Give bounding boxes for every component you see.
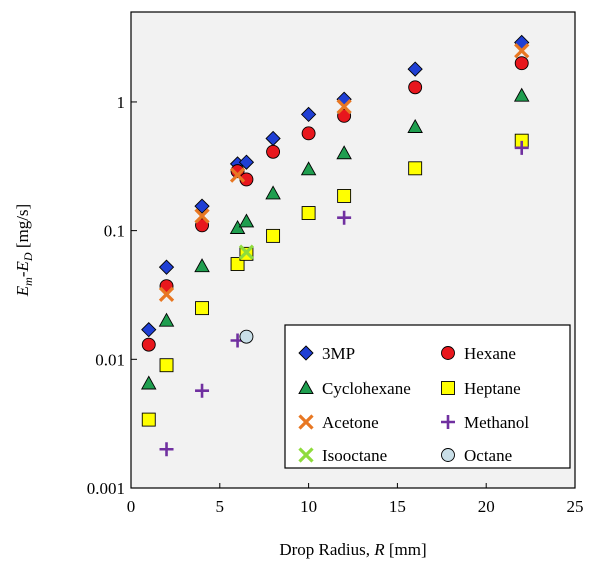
point-hexane: [141, 337, 156, 352]
y-tick-label: 0.01: [95, 350, 125, 369]
y-tick-label: 0.1: [104, 222, 125, 241]
point-methanol: [514, 140, 529, 155]
legend-label-isooctane: Isooctane: [322, 446, 387, 465]
point-acetone: [194, 208, 210, 224]
series-octane: [239, 329, 254, 344]
point-3mp: [141, 322, 157, 338]
point-acetone: [514, 43, 530, 59]
legend-marker-acetone: [298, 414, 314, 430]
point-heptane: [195, 301, 209, 316]
point-heptane: [266, 228, 281, 243]
point-isooctane: [238, 244, 255, 260]
point-cyclohexane: [336, 145, 352, 160]
x-axis-title: Drop Radius, R [mm]: [279, 540, 426, 559]
point-3mp: [194, 198, 210, 214]
data-points: [140, 34, 530, 457]
x-tick-label: 0: [127, 497, 136, 516]
point-cyclohexane: [194, 258, 210, 273]
series-hexane: [141, 56, 529, 352]
point-hexane: [230, 164, 245, 179]
point-hexane: [266, 144, 281, 159]
point-cyclohexane: [238, 213, 255, 228]
series-acetone: [158, 43, 530, 302]
point-methanol: [195, 383, 210, 398]
point-heptane: [337, 188, 352, 203]
x-tick-label: 20: [478, 497, 495, 516]
legend-marker-octane: [441, 448, 455, 462]
point-methanol: [337, 210, 352, 225]
point-heptane: [301, 206, 316, 220]
legend-marker-cyclohexane: [298, 380, 314, 395]
legend-label-methanol: Methanol: [464, 413, 529, 432]
point-hexane: [514, 56, 529, 71]
x-tick-label: 15: [389, 497, 406, 516]
legend-marker-methanol: [441, 415, 455, 429]
y-tick-label: 0.001: [87, 479, 125, 498]
x-tick-label: 10: [300, 497, 317, 516]
point-acetone: [158, 286, 175, 302]
point-hexane: [195, 218, 209, 233]
legend: 3MP Hexane Cyclohexane Heptane Acetone Methan…: [284, 324, 571, 469]
point-heptane: [408, 161, 423, 176]
point-acetone: [229, 167, 246, 183]
point-3mp: [158, 259, 175, 275]
point-cyclohexane: [140, 375, 157, 390]
legend-label-heptane: Heptane: [464, 379, 521, 398]
point-cyclohexane: [513, 87, 530, 102]
legend-box: [284, 324, 571, 469]
point-hexane: [408, 80, 423, 95]
point-3mp: [407, 61, 423, 77]
legend-marker-hexane: [441, 346, 455, 360]
point-heptane: [141, 412, 156, 427]
legend-label-hexane: Hexane: [464, 344, 516, 363]
point-cyclohexane: [158, 312, 175, 327]
legend-marker-3mp: [298, 345, 314, 361]
point-cyclohexane: [265, 185, 281, 200]
axis-ticks: 0 5 10 15 20 25 0.001 0.01 0.1 1: [87, 93, 584, 516]
x-tick-label: 25: [567, 497, 584, 516]
point-octane: [239, 329, 254, 344]
y-axis-title: Em-ED [mg/s]: [13, 204, 35, 297]
series-isooctane: [238, 244, 255, 260]
point-3mp: [238, 154, 255, 170]
point-acetone: [336, 98, 352, 115]
point-hexane: [337, 108, 352, 123]
point-hexane: [301, 126, 316, 141]
legend-label-acetone: Acetone: [322, 413, 379, 432]
point-methanol: [159, 442, 174, 457]
point-3mp: [300, 106, 317, 123]
legend-label-cyclohexane: Cyclohexane: [322, 379, 411, 398]
legend-marker-heptane: [441, 381, 455, 395]
series-heptane: [141, 133, 529, 427]
series-cyclohexane: [140, 87, 530, 390]
y-tick-label: 1: [117, 93, 126, 112]
point-cyclohexane: [300, 161, 317, 176]
x-tick-label: 5: [216, 497, 225, 516]
legend-marker-isooctane: [298, 447, 314, 463]
legend-label-octane: Octane: [464, 446, 512, 465]
legend-label-3mp: 3MP: [322, 344, 355, 363]
legend-items: 3MP Hexane Cyclohexane Heptane Acetone Methan…: [298, 344, 529, 465]
point-heptane: [159, 358, 174, 373]
point-cyclohexane: [407, 118, 423, 133]
